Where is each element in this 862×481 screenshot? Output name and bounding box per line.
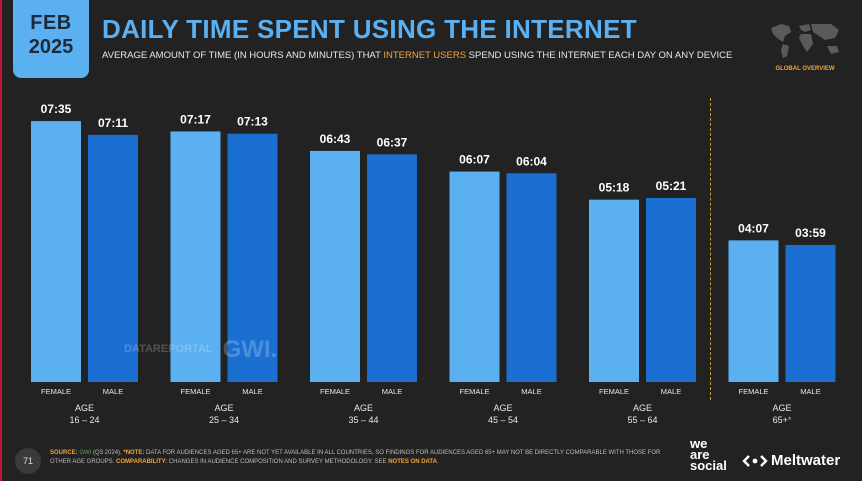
bar-male-0 xyxy=(88,134,138,382)
left-edge-stripe xyxy=(0,0,2,481)
date-month: FEB xyxy=(30,12,72,34)
series-label-male-5: MALE xyxy=(800,387,820,396)
source-link[interactable]: GWI xyxy=(79,450,92,456)
notes-on-data-link[interactable]: NOTES ON DATA xyxy=(388,459,437,465)
series-label-female-1: FEMALE xyxy=(180,387,210,396)
data-label-female-3: 06:07 xyxy=(459,153,490,167)
asterisk-mark: * xyxy=(788,415,792,425)
date-badge: FEB 2025 xyxy=(13,0,89,78)
series-label-female-4: FEMALE xyxy=(599,387,629,396)
watermark: DATAREPORTAL GWI. xyxy=(124,336,278,363)
category-label-2: 35 – 44 xyxy=(348,415,378,425)
age-group-divider xyxy=(710,98,711,400)
data-label-female-1: 07:17 xyxy=(180,112,211,126)
global-overview-label: GLOBAL OVERVIEW xyxy=(775,66,835,72)
bar-female-2 xyxy=(310,150,360,382)
series-label-female-5: FEMALE xyxy=(738,387,768,396)
page-number: 71 xyxy=(15,448,41,474)
series-label-female-0: FEMALE xyxy=(41,387,71,396)
age-label-5: AGE xyxy=(772,403,791,413)
data-label-female-2: 06:43 xyxy=(320,132,351,146)
data-label-female-4: 05:18 xyxy=(599,181,630,195)
series-label-male-4: MALE xyxy=(661,387,681,396)
data-label-male-0: 07:11 xyxy=(98,116,128,130)
bar-female-0 xyxy=(31,121,81,382)
bar-male-1 xyxy=(227,133,278,382)
bar-male-5 xyxy=(785,244,836,382)
series-label-male-0: MALE xyxy=(103,387,123,396)
bar-male-3 xyxy=(506,173,557,382)
series-label-male-2: MALE xyxy=(382,387,402,396)
bar-male-4 xyxy=(646,197,696,382)
bar-male-2 xyxy=(367,154,417,382)
age-label-3: AGE xyxy=(493,403,512,413)
series-label-male-1: MALE xyxy=(242,387,262,396)
we-are-social-logo: we are social xyxy=(690,436,727,473)
data-label-male-4: 05:21 xyxy=(656,179,687,193)
data-label-female-5: 04:07 xyxy=(738,221,769,235)
bar-female-3 xyxy=(449,171,500,382)
category-label-5: 65+* xyxy=(773,415,792,425)
series-label-female-3: FEMALE xyxy=(459,387,489,396)
bar-female-4 xyxy=(589,199,639,382)
subtitle-highlight: INTERNET USERS xyxy=(383,50,467,61)
category-label-1: 25 – 34 xyxy=(209,415,239,425)
bar-female-5 xyxy=(728,240,779,382)
category-label-0: 16 – 24 xyxy=(69,415,99,425)
date-year: 2025 xyxy=(28,36,74,58)
category-label-3: 45 – 54 xyxy=(488,415,518,425)
page-subtitle: AVERAGE AMOUNT OF TIME (IN HOURS AND MIN… xyxy=(102,50,733,61)
series-label-female-2: FEMALE xyxy=(320,387,350,396)
footer-note: SOURCE: GWI (Q3 2024). *NOTE: DATA FOR A… xyxy=(50,450,661,465)
data-label-female-0: 07:35 xyxy=(41,102,72,116)
world-map-icon xyxy=(771,24,839,58)
meltwater-icon xyxy=(742,454,768,467)
category-label-4: 55 – 64 xyxy=(627,415,657,425)
meltwater-logo: Meltwater xyxy=(742,452,840,469)
page-title: DAILY TIME SPENT USING THE INTERNET xyxy=(102,14,637,44)
data-label-male-1: 07:13 xyxy=(237,115,268,129)
age-label-4: AGE xyxy=(633,403,652,413)
bar-female-1 xyxy=(170,131,221,382)
series-label-male-3: MALE xyxy=(521,387,541,396)
age-label-1: AGE xyxy=(214,403,233,413)
data-label-male-2: 06:37 xyxy=(377,135,408,149)
bar-chart: 07:35 FEMALE 07:11 MALE AGE 16 – 24 07:17 FEMAL… xyxy=(31,102,836,425)
age-label-0: AGE xyxy=(75,403,94,413)
data-label-male-5: 03:59 xyxy=(795,226,826,240)
age-label-2: AGE xyxy=(354,403,373,413)
data-label-male-3: 06:04 xyxy=(516,154,547,168)
